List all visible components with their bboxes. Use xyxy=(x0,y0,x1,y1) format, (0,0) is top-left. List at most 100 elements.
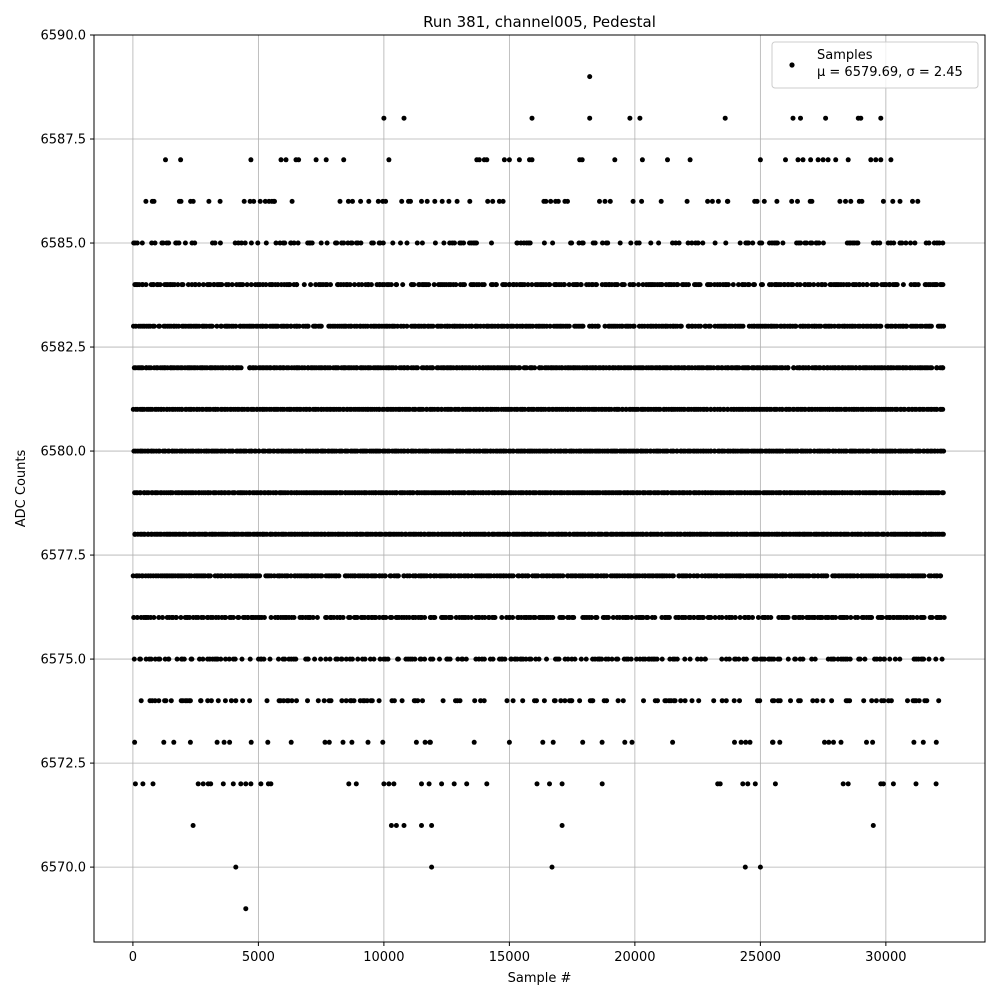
data-point xyxy=(299,448,305,454)
data-point xyxy=(645,615,651,620)
data-point xyxy=(208,698,214,704)
data-point xyxy=(404,240,410,246)
data-point xyxy=(463,656,469,662)
data-point xyxy=(313,157,319,163)
data-point xyxy=(725,198,731,204)
data-point xyxy=(897,656,903,662)
data-point xyxy=(541,698,547,704)
data-point xyxy=(785,615,791,620)
data-point xyxy=(916,698,922,704)
data-point xyxy=(695,656,700,662)
data-point xyxy=(687,573,693,579)
data-point xyxy=(631,323,637,329)
data-point xyxy=(464,781,470,787)
data-point xyxy=(607,198,613,204)
data-point xyxy=(383,615,389,620)
data-point xyxy=(899,240,905,246)
data-point xyxy=(351,698,357,704)
data-point xyxy=(615,282,620,288)
data-point xyxy=(370,240,376,246)
data-point xyxy=(625,615,631,620)
data-point xyxy=(431,282,437,288)
data-point xyxy=(747,739,753,745)
data-point xyxy=(220,781,226,787)
data-point xyxy=(414,240,420,246)
data-point xyxy=(181,656,187,662)
data-point xyxy=(891,240,897,246)
data-point xyxy=(687,157,693,163)
data-point xyxy=(314,615,320,620)
data-point xyxy=(578,282,584,288)
data-point xyxy=(700,615,706,620)
data-point xyxy=(587,74,593,80)
data-point xyxy=(684,198,690,204)
data-point xyxy=(506,739,512,745)
data-point xyxy=(617,240,623,246)
y-tick-label: 6580.0 xyxy=(41,445,87,460)
data-point xyxy=(178,198,184,204)
data-point xyxy=(296,157,302,163)
data-point xyxy=(222,698,228,704)
data-point xyxy=(457,531,463,537)
data-point xyxy=(571,615,577,620)
data-point xyxy=(393,365,399,371)
y-tick-label: 6577.5 xyxy=(41,549,87,564)
data-point xyxy=(936,698,942,704)
data-point xyxy=(500,198,506,204)
data-point xyxy=(566,323,572,329)
data-point xyxy=(134,615,140,620)
data-point xyxy=(806,573,812,579)
data-point xyxy=(426,282,432,288)
data-point xyxy=(844,448,849,454)
data-point xyxy=(408,198,413,204)
data-point xyxy=(897,198,903,204)
data-point xyxy=(323,656,329,662)
data-point xyxy=(349,240,355,246)
data-point xyxy=(347,615,353,620)
y-tick-label: 6572.5 xyxy=(41,757,87,772)
data-point xyxy=(327,656,333,662)
data-point xyxy=(182,240,188,246)
data-point xyxy=(888,157,894,163)
data-point xyxy=(406,615,412,620)
data-point xyxy=(789,198,795,204)
data-point xyxy=(888,698,894,704)
data-point xyxy=(712,448,718,454)
data-point xyxy=(429,823,435,828)
data-point xyxy=(138,490,143,496)
data-point xyxy=(427,739,433,745)
data-point xyxy=(879,615,885,620)
data-point xyxy=(139,240,145,246)
data-point xyxy=(933,781,939,787)
data-point xyxy=(217,198,223,204)
data-point xyxy=(422,656,428,662)
data-point xyxy=(289,698,295,704)
data-point xyxy=(940,365,946,371)
data-point xyxy=(862,656,868,662)
data-point xyxy=(864,739,869,745)
data-point xyxy=(447,656,453,662)
data-point xyxy=(448,615,454,620)
data-point xyxy=(148,365,154,371)
data-point xyxy=(143,198,149,204)
data-point xyxy=(890,198,896,204)
data-point xyxy=(760,282,765,288)
data-point xyxy=(817,365,823,371)
data-point xyxy=(864,282,870,288)
data-point xyxy=(877,240,883,246)
data-point xyxy=(404,323,410,329)
data-point xyxy=(187,739,193,745)
data-point xyxy=(770,739,776,745)
data-point xyxy=(218,656,224,662)
data-point xyxy=(771,656,777,662)
data-point xyxy=(777,739,783,745)
data-point xyxy=(800,615,806,620)
data-point xyxy=(823,115,829,121)
data-point xyxy=(206,198,212,204)
data-point xyxy=(847,698,853,704)
data-point xyxy=(686,282,691,288)
data-point xyxy=(780,240,786,246)
data-point xyxy=(193,282,198,288)
data-point xyxy=(469,573,475,579)
data-point xyxy=(152,698,158,704)
